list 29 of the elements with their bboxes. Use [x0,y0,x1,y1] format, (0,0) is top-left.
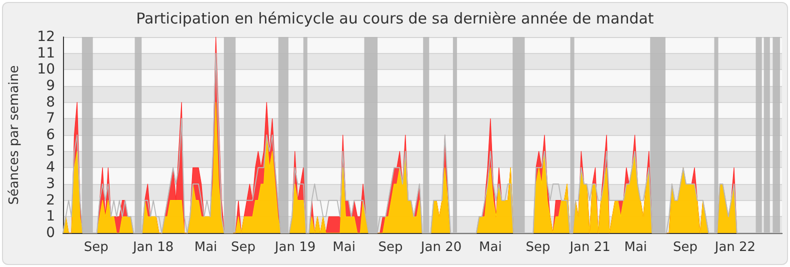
y-tick-label: 10 [37,62,55,78]
x-tick-label: Mai [332,240,356,255]
x-tick-label: Mai [479,240,502,255]
x-tick-label: Sep [526,240,550,255]
x-tick-label: Jan 22 [714,240,756,255]
x-tick-label: Sep [230,240,256,255]
x-tick-label: Sep [672,240,698,255]
y-tick-label: 1 [46,208,55,225]
y-tick-label: 3 [46,176,55,192]
y-tick-label: 2 [46,192,55,208]
x-tick-label: Sep [84,240,108,255]
y-tick-label: 5 [46,143,55,160]
y-tick-label: 12 [37,29,55,45]
x-tick-label: Jan 19 [274,240,316,255]
x-tick-label: Jan 18 [132,240,174,255]
y-tick-label: 9 [46,78,55,94]
x-tick-label: Mai [194,240,218,255]
x-tick-label: Sep [378,240,403,255]
y-tick-label: 6 [46,127,56,143]
x-tick-label: Jan 20 [420,240,462,255]
y-tick-label: 7 [46,110,55,127]
y-tick-label: 4 [46,160,56,176]
y-axis-title: Séances par semaine [7,65,22,205]
x-tick-label: Mai [624,240,648,255]
chart-title: Participation en hémicycle au cours de sa dernière année de mandat [136,10,654,28]
y-tick-label: 11 [37,45,55,62]
y-tick-label: 8 [46,94,55,110]
y-tick-label: 0 [46,225,55,241]
x-tick-label: Jan 21 [568,240,610,255]
